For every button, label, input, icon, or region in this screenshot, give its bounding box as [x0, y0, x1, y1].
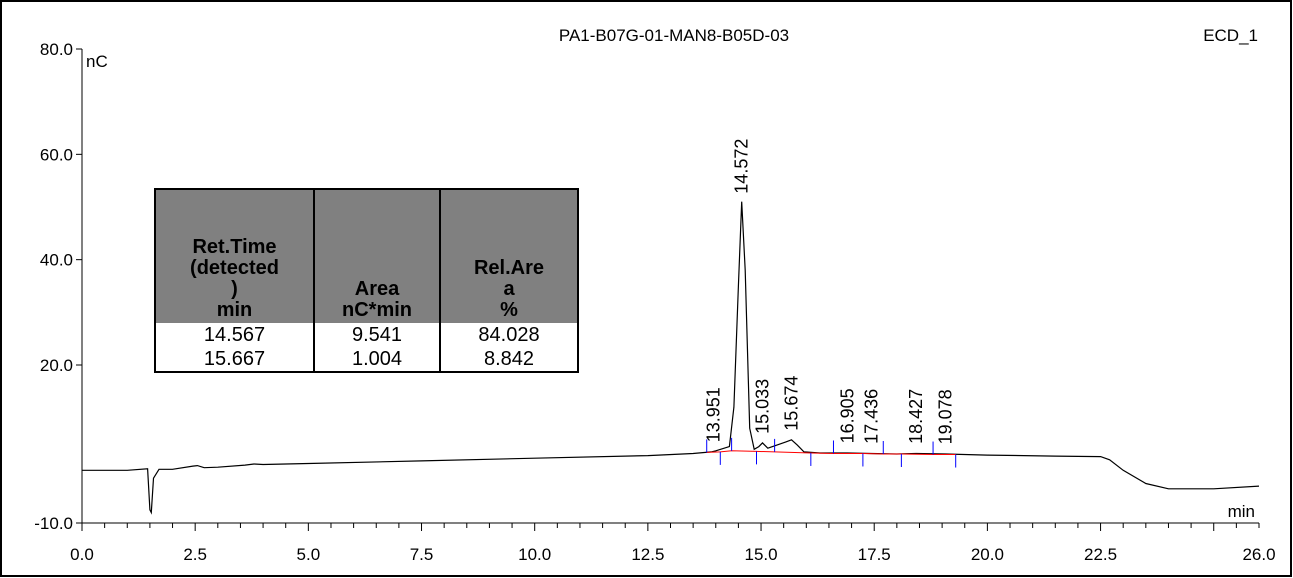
peak-label: 17.436 [861, 389, 881, 444]
x-tick-label: 0.0 [70, 545, 94, 564]
x-tick-label: 15.0 [744, 545, 777, 564]
peak-label: 19.078 [936, 389, 956, 444]
chart-title: PA1-B07G-01-MAN8-B05D-03 [559, 26, 789, 45]
x-tick-label: 20.0 [971, 545, 1004, 564]
cell-rel-area: 84.028 [439, 323, 579, 347]
y-tick-label: 80.0 [40, 40, 73, 59]
table-row: 15.667 1.004 8.842 [154, 347, 579, 372]
cell-rel-area: 8.842 [439, 347, 579, 372]
x-tick-label: 22.5 [1084, 545, 1117, 564]
header-rel-area: Rel.Are a % [439, 189, 579, 323]
peak-label: 14.572 [732, 139, 752, 194]
x-tick-label: 26.0 [1242, 545, 1275, 564]
x-axis-label: min [1228, 502, 1255, 521]
cell-area: 9.541 [313, 323, 441, 347]
y-tick-label: 60.0 [40, 145, 73, 164]
x-tick-label: 7.5 [410, 545, 434, 564]
x-tick-label: 17.5 [858, 545, 891, 564]
x-tick-label: 2.5 [183, 545, 207, 564]
chromatogram-trace [82, 201, 1260, 515]
x-tick-label: 12.5 [631, 545, 664, 564]
cell-ret-time: 14.567 [154, 323, 315, 347]
x-tick-label: 10.0 [518, 545, 551, 564]
peak-label: 13.951 [704, 387, 724, 442]
table-row: 14.567 9.541 84.028 [154, 323, 579, 347]
channel-label: ECD_1 [1203, 26, 1258, 45]
y-tick-label: -10.0 [34, 514, 73, 533]
cell-ret-time: 15.667 [154, 347, 315, 372]
results-table: Ret.Time (detected ) min Area nC*min Rel… [154, 188, 579, 373]
y-axis-label: nC [86, 52, 108, 71]
results-header-row: Ret.Time (detected ) min Area nC*min Rel… [154, 189, 579, 323]
peak-label: 15.033 [753, 379, 773, 434]
x-tick-label: 5.0 [297, 545, 321, 564]
cell-area: 1.004 [313, 347, 441, 372]
header-ret-time: Ret.Time (detected ) min [154, 189, 315, 323]
y-tick-label: 40.0 [40, 251, 73, 270]
header-area: Area nC*min [313, 189, 441, 323]
peak-label: 15.674 [782, 376, 802, 431]
y-tick-label: 20.0 [40, 356, 73, 375]
peak-label: 16.905 [837, 388, 857, 443]
peak-label: 18.427 [906, 389, 926, 444]
integration-baseline [706, 450, 956, 455]
